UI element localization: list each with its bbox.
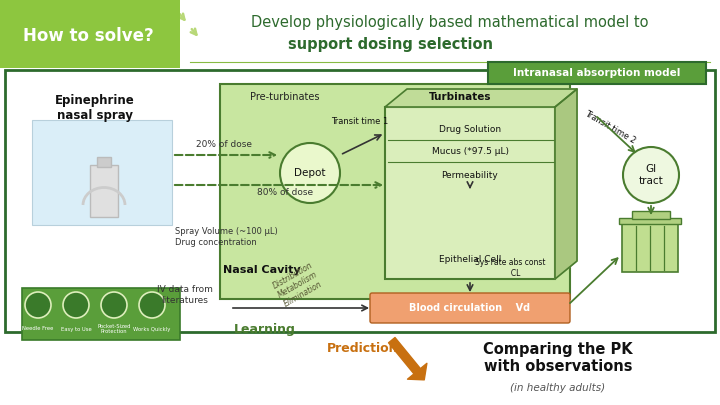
Bar bbox=[632, 211, 670, 219]
Bar bbox=[0, 0, 180, 68]
Circle shape bbox=[101, 292, 127, 318]
Text: Sys rate abs const
     CL: Sys rate abs const CL bbox=[474, 258, 545, 278]
Text: Depot: Depot bbox=[294, 168, 325, 178]
Text: Works Quickly: Works Quickly bbox=[133, 326, 171, 332]
Bar bbox=[5, 70, 715, 332]
Text: Develop physiologically based mathematical model to: Develop physiologically based mathematic… bbox=[251, 15, 649, 30]
Text: Intranasal absorption model: Intranasal absorption model bbox=[513, 68, 680, 78]
Text: Easy to Use: Easy to Use bbox=[60, 326, 91, 332]
Text: Learning: Learning bbox=[234, 324, 296, 337]
Text: IV data from
literatures: IV data from literatures bbox=[157, 285, 213, 305]
Bar bbox=[488, 62, 706, 84]
Text: Transit time 1: Transit time 1 bbox=[331, 117, 389, 126]
Text: Permeability: Permeability bbox=[441, 171, 498, 179]
Text: Distribution
Metabolism
Elimination: Distribution Metabolism Elimination bbox=[271, 261, 325, 309]
Text: (in healthy adults): (in healthy adults) bbox=[510, 383, 606, 393]
Bar bbox=[97, 157, 111, 167]
Text: Prediction: Prediction bbox=[328, 341, 399, 354]
Circle shape bbox=[280, 143, 340, 203]
Circle shape bbox=[25, 292, 51, 318]
Text: 20% of dose: 20% of dose bbox=[196, 140, 252, 149]
Text: Mucus (*97.5 μL): Mucus (*97.5 μL) bbox=[431, 147, 508, 156]
Text: Pocket-Sized
Protection: Pocket-Sized Protection bbox=[97, 324, 131, 335]
Text: Drug Solution: Drug Solution bbox=[439, 126, 501, 134]
Text: Epithelial Cell: Epithelial Cell bbox=[438, 256, 501, 264]
Text: Nasal Cavity: Nasal Cavity bbox=[223, 265, 301, 275]
Circle shape bbox=[623, 147, 679, 203]
Text: Epinephrine
nasal spray: Epinephrine nasal spray bbox=[55, 94, 135, 122]
Bar bbox=[22, 288, 180, 340]
Polygon shape bbox=[555, 89, 577, 279]
Text: support dosing selection: support dosing selection bbox=[287, 36, 492, 51]
Text: Spray Volume (~100 μL)
Drug concentration: Spray Volume (~100 μL) Drug concentratio… bbox=[175, 227, 278, 247]
Bar bbox=[622, 224, 678, 272]
Text: GI
tract: GI tract bbox=[639, 164, 663, 186]
Bar bbox=[32, 120, 172, 225]
Text: How to solve?: How to solve? bbox=[22, 27, 153, 45]
Text: Turbinates: Turbinates bbox=[428, 92, 491, 102]
Circle shape bbox=[63, 292, 89, 318]
Text: Transit time 2: Transit time 2 bbox=[583, 109, 637, 145]
Circle shape bbox=[139, 292, 165, 318]
Polygon shape bbox=[385, 89, 577, 107]
Bar bbox=[90, 165, 118, 217]
Text: Blood circulation    Vd: Blood circulation Vd bbox=[410, 303, 531, 313]
Bar bbox=[385, 107, 555, 279]
Text: 80% of dose: 80% of dose bbox=[257, 188, 313, 197]
Text: Pre-turbinates: Pre-turbinates bbox=[251, 92, 320, 102]
FancyBboxPatch shape bbox=[370, 293, 570, 323]
Text: Needle Free: Needle Free bbox=[22, 326, 54, 332]
Bar bbox=[220, 84, 570, 299]
Text: Comparing the PK
with observations: Comparing the PK with observations bbox=[483, 342, 633, 374]
Bar bbox=[619, 218, 681, 224]
